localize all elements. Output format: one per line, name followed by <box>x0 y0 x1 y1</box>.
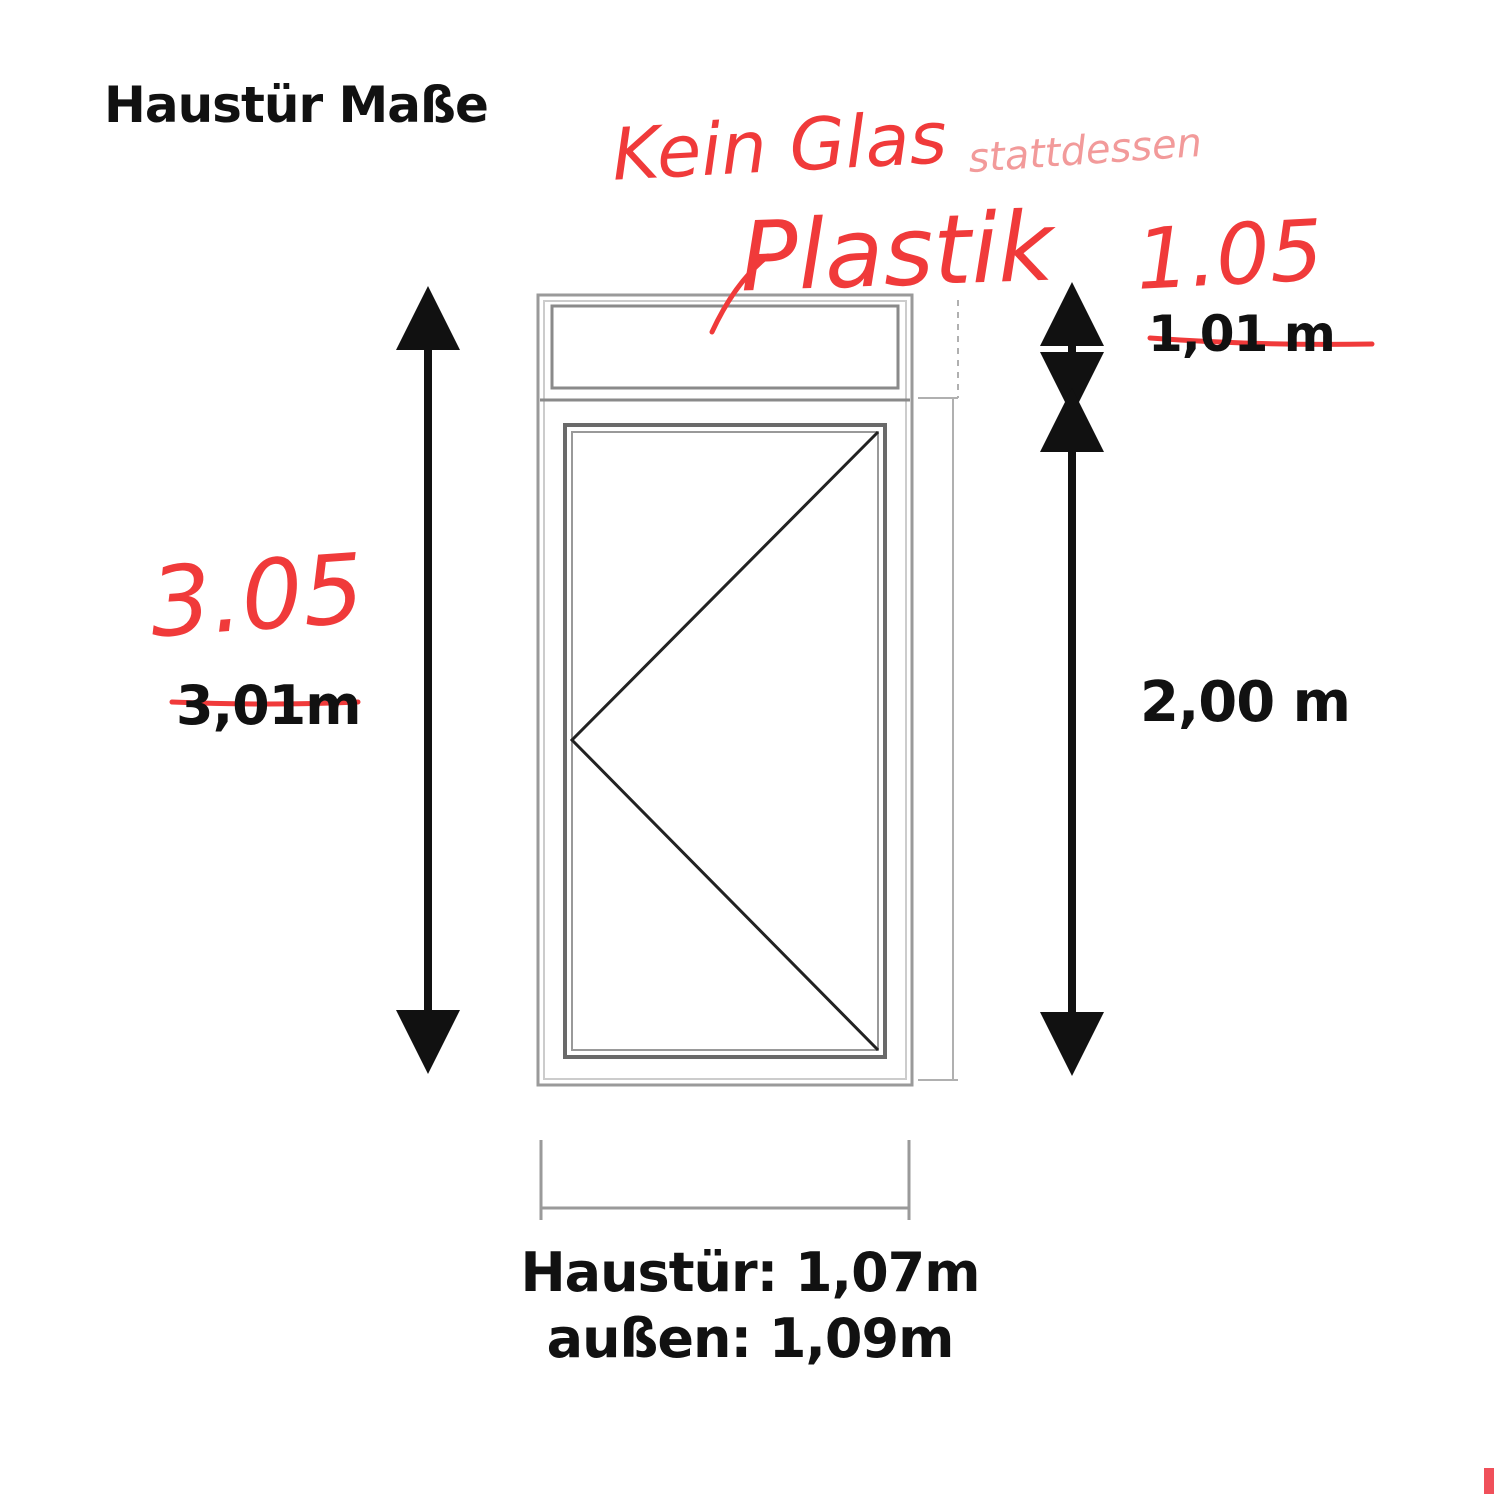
door-width-labels: Haustür: 1,07m außen: 1,09m <box>450 1240 1050 1372</box>
door-width-label: Haustür: 1,07m <box>520 1241 980 1304</box>
page-title: Haustür Maße <box>104 76 489 134</box>
top-section-label: 1,01 m <box>1148 305 1336 363</box>
note-plastic: Plastik <box>738 190 1056 314</box>
outer-width-label: außen: 1,09m <box>546 1307 955 1370</box>
note-top-corrected: 1.05 <box>1133 201 1326 309</box>
corner-marker <box>1484 1468 1494 1494</box>
door-height-label: 2,00 m <box>1140 670 1351 735</box>
width-dimension-bracket <box>539 1140 911 1220</box>
note-height-corrected: 3.05 <box>146 532 368 660</box>
door-opening-symbol <box>569 430 880 1052</box>
door-leaf <box>563 423 887 1059</box>
transom-window <box>540 304 910 402</box>
door-frame <box>536 293 914 1087</box>
guide-lines <box>918 300 959 1081</box>
note-no-glass: Kein Glas <box>610 95 949 197</box>
total-height-label: 3,01m <box>176 674 362 737</box>
correction-strikes <box>169 253 1375 707</box>
